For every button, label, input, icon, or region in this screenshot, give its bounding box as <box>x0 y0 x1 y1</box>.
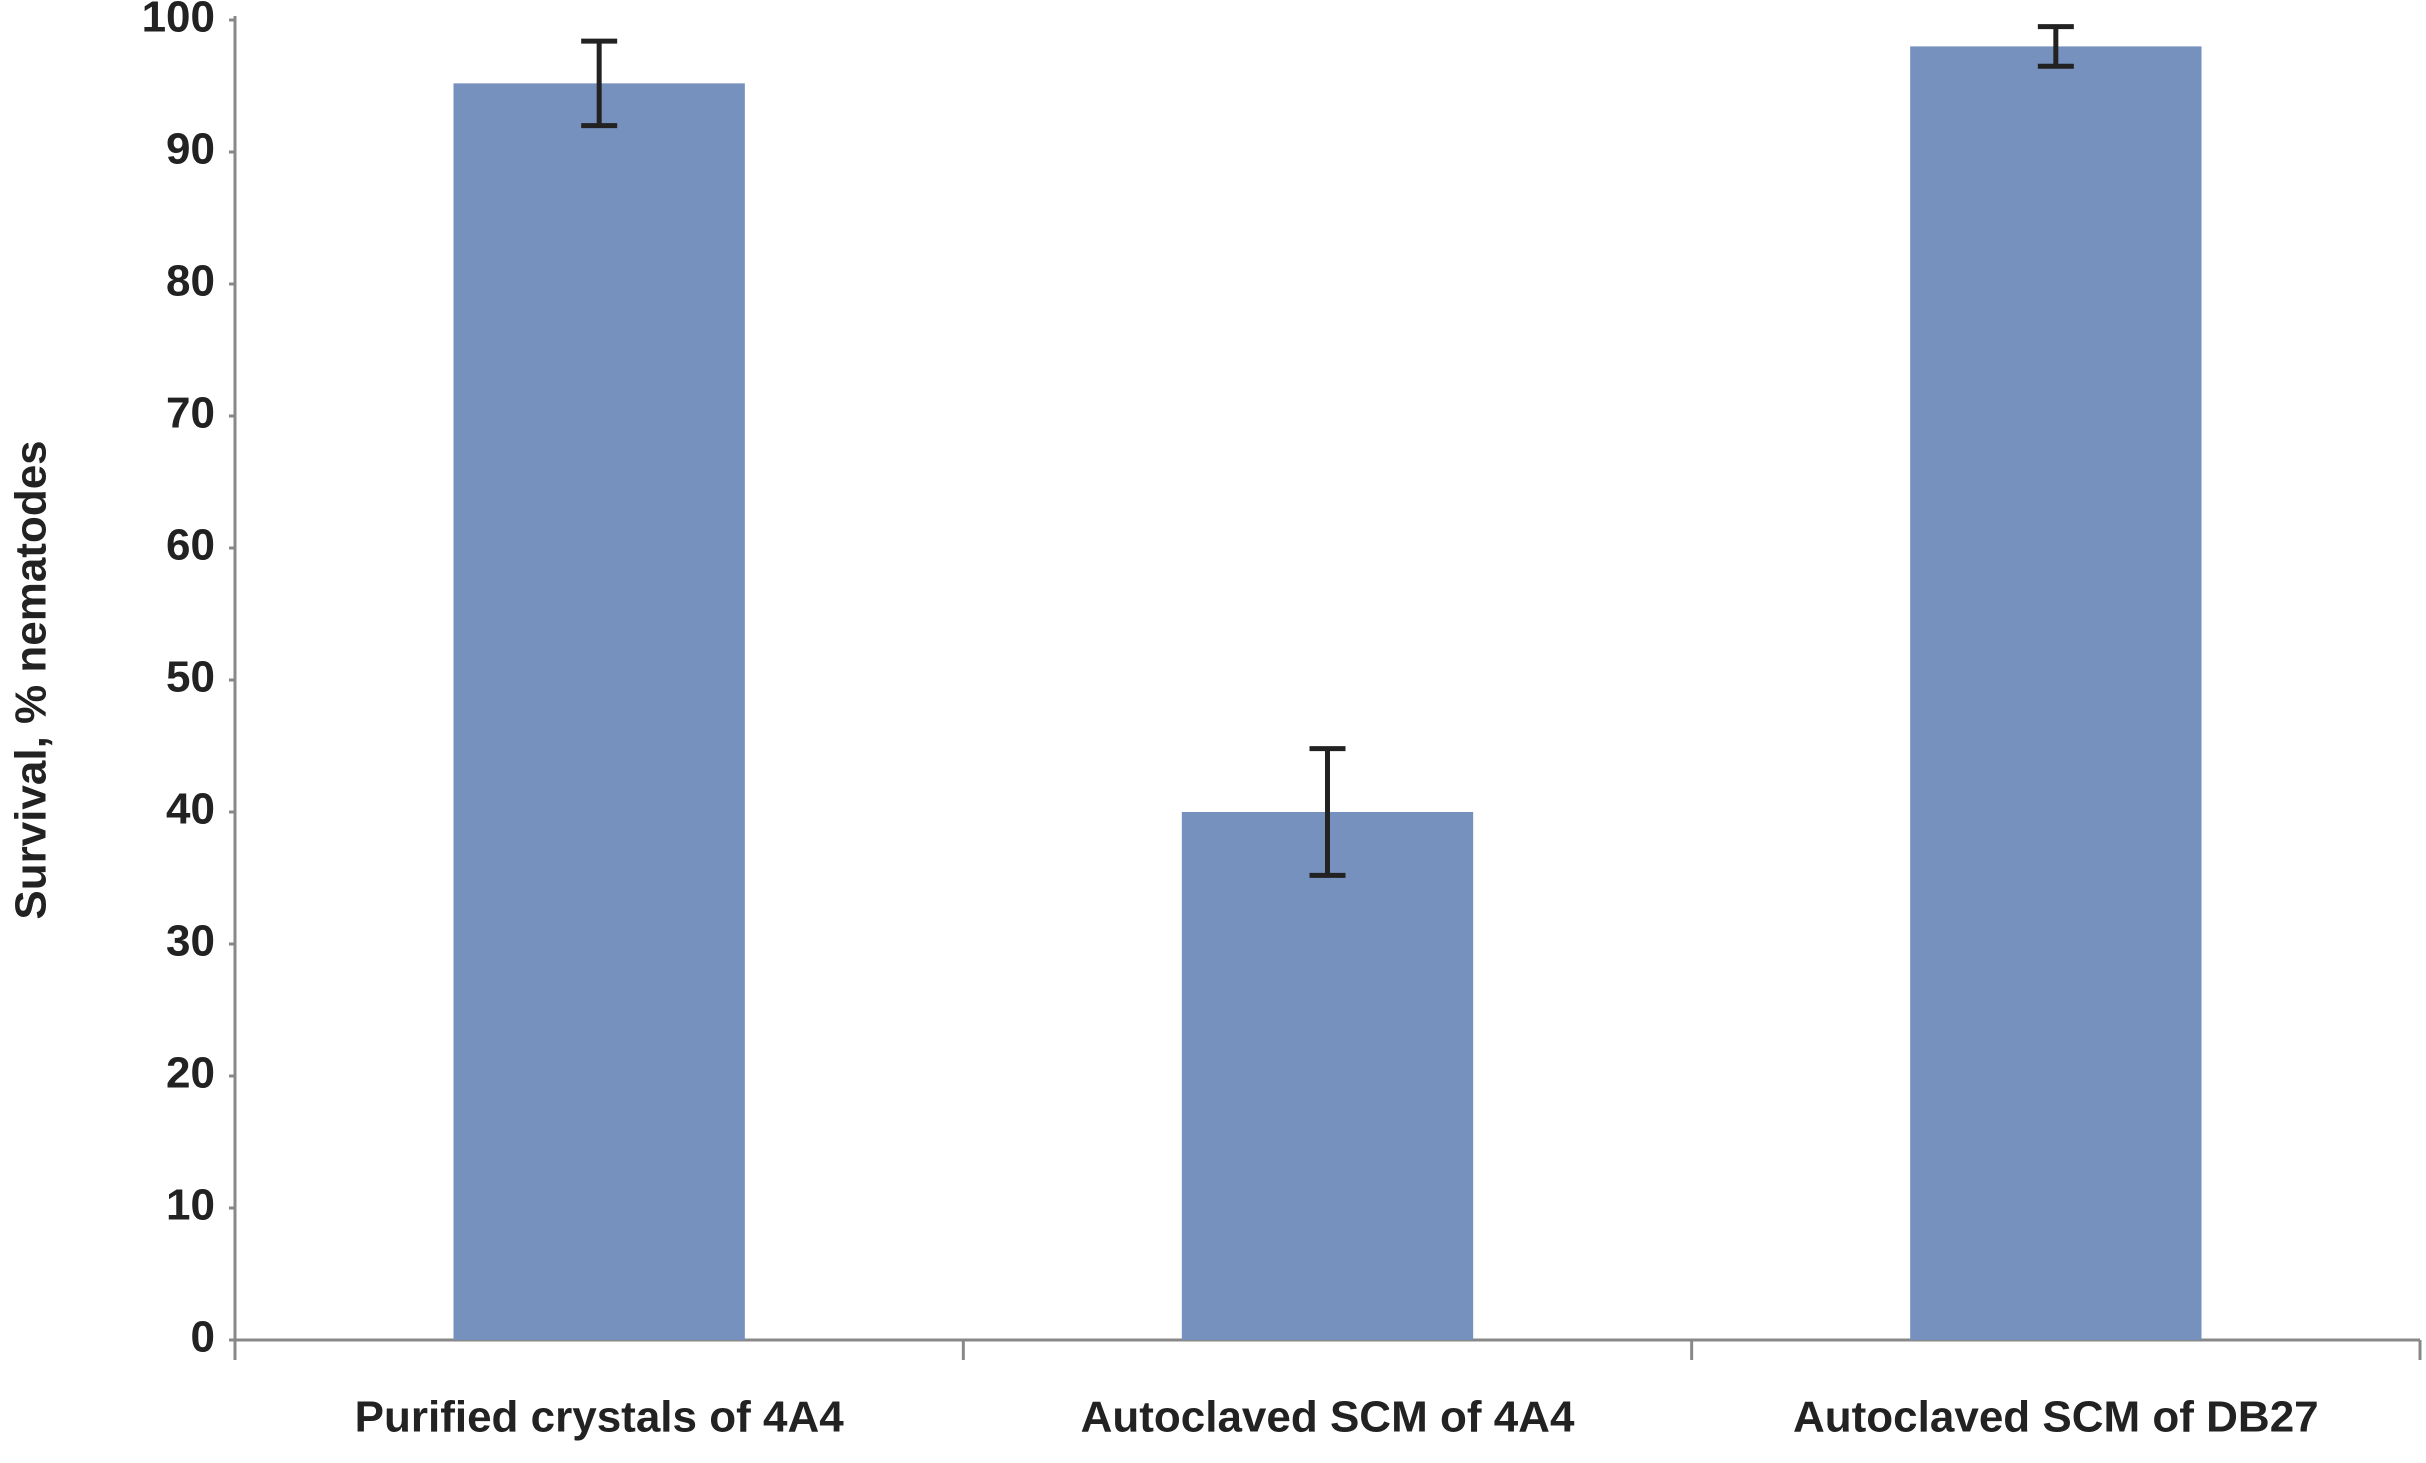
y-tick-label: 100 <box>142 0 215 42</box>
bar <box>453 83 745 1341</box>
y-tick-label: 20 <box>166 1049 215 1098</box>
y-tick-label: 90 <box>166 125 215 174</box>
x-tick-label: Autoclaved SCM of DB27 <box>1793 1393 2319 1442</box>
x-tick-label: Autoclaved SCM of 4A4 <box>1081 1393 1575 1442</box>
y-tick-label: 70 <box>166 389 215 438</box>
y-tick-label: 10 <box>166 1181 215 1230</box>
y-tick-label: 40 <box>166 785 215 834</box>
y-tick-label: 0 <box>191 1313 215 1362</box>
y-axis-label: Survival, % nematodes <box>7 440 56 919</box>
bar <box>1910 46 2202 1340</box>
y-tick-label: 60 <box>166 521 215 570</box>
y-tick-label: 50 <box>166 653 215 702</box>
y-tick-label: 80 <box>166 257 215 306</box>
x-tick-label: Purified crystals of 4A4 <box>355 1393 845 1442</box>
y-tick-label: 30 <box>166 917 215 966</box>
bar <box>1181 812 1474 1340</box>
